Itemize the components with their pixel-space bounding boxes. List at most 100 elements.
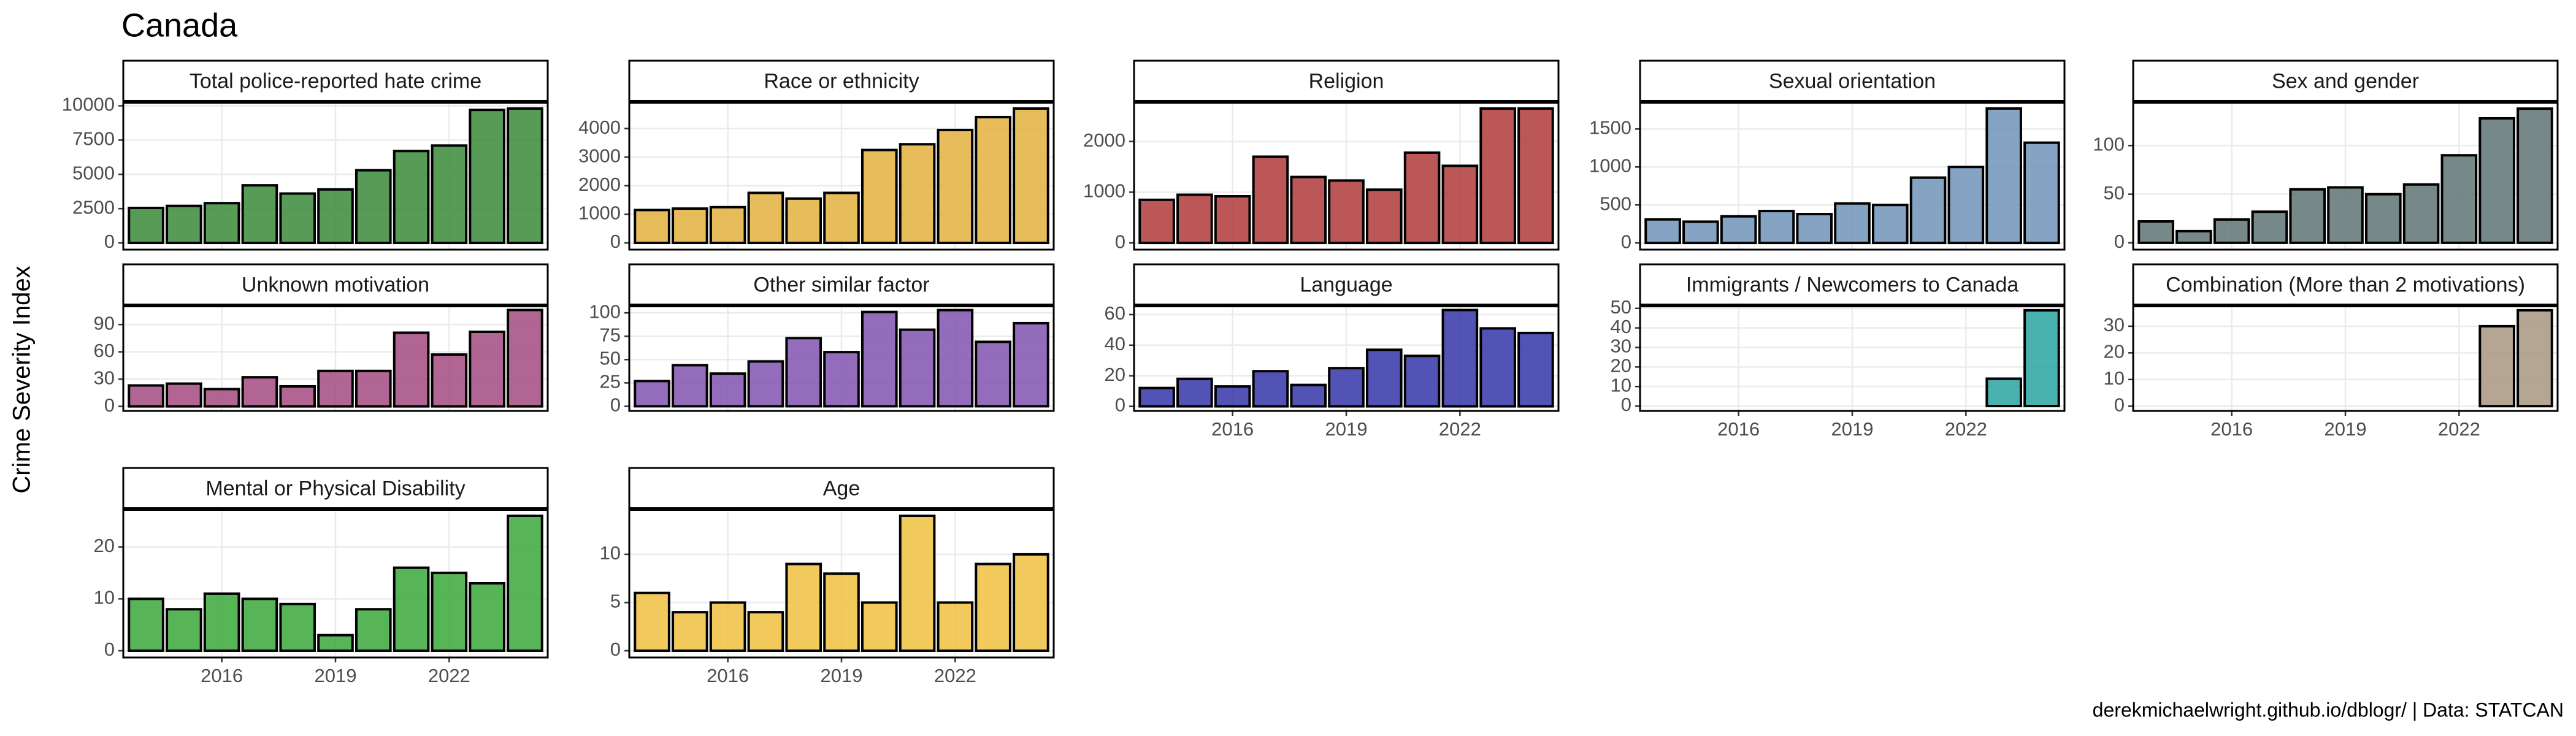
bar [937, 601, 974, 653]
bar [128, 207, 164, 245]
bar [469, 582, 505, 652]
bar [975, 115, 1011, 245]
bar [507, 107, 543, 245]
y-tick-label: 10 [2104, 367, 2125, 389]
bar [823, 572, 860, 652]
bar [1013, 321, 1049, 408]
bar [1176, 377, 1213, 408]
x-tick-label: 2016 [2210, 418, 2253, 440]
bar [431, 144, 468, 245]
y-tick-label: 0 [2114, 231, 2125, 252]
bar [709, 205, 746, 245]
bar [393, 150, 430, 245]
bar [899, 515, 936, 652]
bar [1365, 348, 1403, 408]
bar [355, 369, 392, 408]
x-tick-label: 2019 [2325, 418, 2367, 440]
bar [279, 602, 316, 652]
bar [1290, 383, 1327, 408]
bar [2023, 141, 2060, 245]
panel-title: Sex and gender [2272, 69, 2419, 93]
bar [672, 611, 708, 653]
bar [1796, 213, 1833, 245]
y-tick-label: 0 [610, 231, 621, 252]
panel-title: Unknown motivation [242, 273, 429, 296]
bar [2175, 229, 2212, 244]
bar [507, 309, 543, 408]
bar [1013, 107, 1049, 245]
x-tick-label: 2019 [1325, 418, 1368, 440]
bar [507, 515, 543, 652]
bar [469, 331, 505, 408]
bar [279, 192, 316, 245]
panel-title: Age [823, 477, 861, 500]
y-tick-label: 0 [1621, 394, 1631, 415]
strip [1133, 59, 1560, 103]
bar [1441, 164, 1479, 245]
y-tick-label: 0 [610, 638, 621, 660]
x-tick-label: 2019 [1831, 418, 1874, 440]
bar [709, 601, 746, 653]
y-tick-label: 30 [94, 367, 115, 388]
y-tick-label: 20 [94, 535, 115, 556]
y-tick-label: 10 [1611, 374, 1631, 396]
bar [128, 597, 164, 653]
panel-title: Sexual orientation [1769, 69, 1936, 93]
bar [166, 204, 202, 245]
y-tick-label: 60 [1105, 302, 1125, 324]
bar [2478, 324, 2515, 408]
y-tick-label: 50 [1611, 296, 1631, 318]
bar [317, 188, 354, 245]
y-tick-label: 20 [2104, 341, 2125, 362]
y-tick-label: 0 [104, 638, 115, 660]
bar [431, 572, 468, 652]
y-tick-label: 60 [94, 340, 115, 361]
bar [1479, 107, 1516, 245]
bar [1138, 386, 1175, 408]
x-tick-label: 2016 [1211, 418, 1254, 440]
bar [393, 566, 430, 652]
strip [628, 59, 1055, 103]
y-tick-label: 40 [1611, 316, 1631, 337]
bar [634, 591, 670, 653]
bar [2440, 154, 2478, 244]
y-tick-label: 4000 [578, 117, 621, 138]
bar [1252, 370, 1289, 408]
y-tick-label: 50 [600, 347, 621, 369]
bar [1517, 107, 1554, 245]
bar [2517, 309, 2553, 408]
bar [1138, 198, 1175, 245]
bar [1328, 179, 1365, 245]
bar [1403, 151, 1441, 245]
bar [785, 197, 822, 245]
y-tick-label: 100 [589, 301, 621, 322]
bar [1365, 188, 1403, 245]
bar [1252, 155, 1289, 245]
bar [166, 608, 202, 652]
bar [861, 310, 898, 408]
bar [899, 143, 936, 245]
bar [634, 380, 670, 408]
bar [1479, 327, 1516, 408]
y-tick-label: 3000 [578, 145, 621, 166]
y-tick-label: 5 [610, 591, 621, 612]
bar [709, 372, 746, 408]
bar [1947, 166, 1985, 245]
x-tick-label: 2022 [1439, 418, 1481, 440]
y-tick-label: 0 [2114, 394, 2125, 415]
y-tick-label: 40 [1105, 333, 1125, 355]
bar [2364, 193, 2402, 244]
bar [317, 369, 354, 408]
bar [861, 148, 898, 245]
x-tick-label: 2022 [1945, 418, 1987, 440]
bar [1328, 367, 1365, 408]
bar [1214, 385, 1251, 408]
bar [2478, 117, 2515, 244]
bar [785, 337, 822, 408]
y-tick-label: 1000 [1589, 155, 1631, 176]
y-tick-label: 2500 [72, 196, 115, 218]
chart-title: Canada [121, 7, 238, 44]
y-tick-label: 1000 [1083, 180, 1125, 202]
x-tick-label: 2016 [707, 665, 749, 686]
bar [634, 209, 670, 245]
